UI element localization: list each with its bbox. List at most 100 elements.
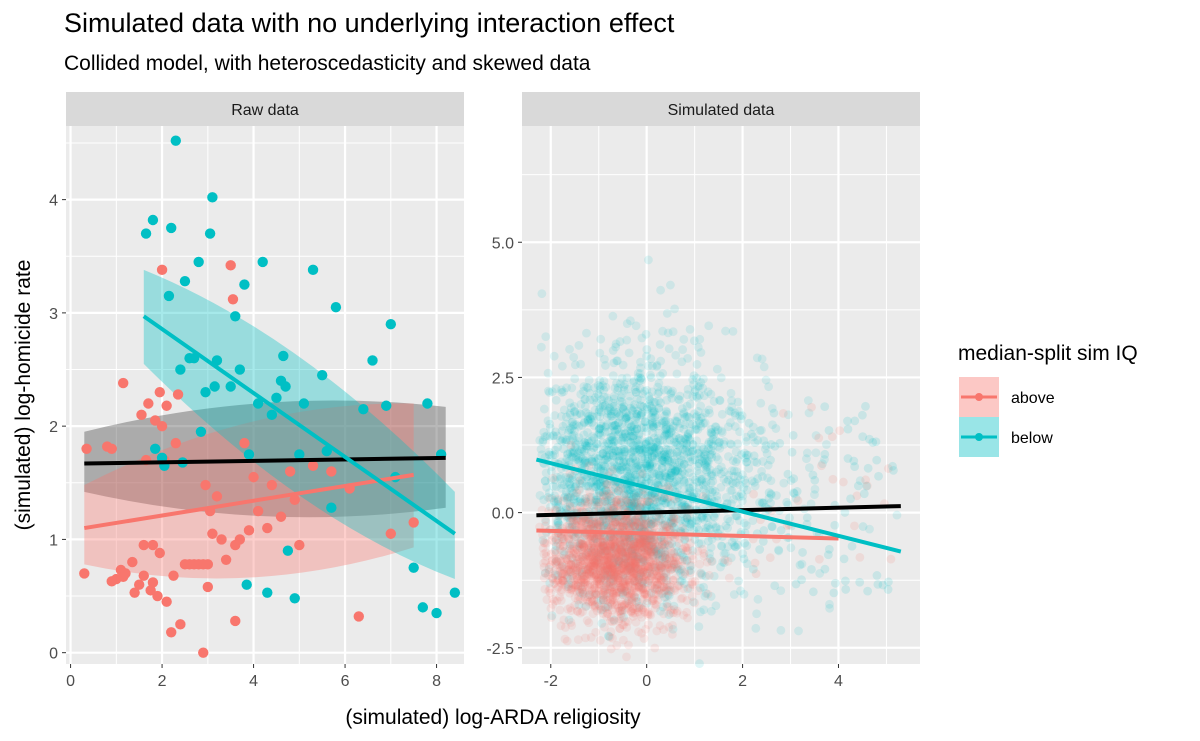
data-point-below: [660, 425, 670, 434]
data-point-below: [660, 457, 670, 467]
data-point-below: [597, 487, 607, 497]
x-tick-label: 4: [834, 673, 843, 690]
data-point-below: [711, 436, 721, 446]
data-point-above: [571, 532, 581, 541]
data-point-above: [614, 570, 623, 579]
data-point-below: [719, 549, 729, 559]
data-point-below: [649, 397, 659, 407]
data-point-below: [611, 452, 621, 462]
data-point-below: [692, 477, 702, 487]
data-point-below: [664, 344, 674, 354]
data-point-below: [689, 489, 699, 499]
data-point-above: [548, 599, 558, 609]
data-point-below: [564, 615, 574, 625]
data-point-below: [625, 465, 634, 475]
data-point-below: [710, 422, 720, 432]
data-point-above: [583, 592, 593, 602]
data-point-below: [614, 412, 624, 421]
data-point-above: [670, 583, 680, 593]
data-point-below: [677, 522, 687, 531]
data-point-below: [581, 408, 591, 417]
data-point-above: [539, 558, 549, 568]
data-point-below: [594, 405, 604, 415]
data-point-below: [818, 459, 827, 469]
data-point-below: [701, 523, 710, 533]
data-point-below: [663, 498, 673, 507]
data-point-below: [727, 402, 737, 412]
data-point-below: [630, 400, 640, 409]
data-point-below: [638, 554, 647, 564]
data-point-outlier: [817, 461, 826, 471]
data-point-outlier: [829, 588, 839, 598]
data-point-below: [653, 389, 663, 398]
data-point-below: [726, 388, 736, 398]
data-point-below: [735, 427, 744, 437]
data-point-below: [683, 384, 693, 394]
data-point-below: [589, 433, 599, 443]
data-point-above: [573, 585, 583, 594]
data-point-below: [655, 503, 665, 512]
data-point-below: [591, 534, 601, 544]
data-point-below: [591, 393, 600, 402]
data-point-below: [593, 381, 603, 390]
data-point-above: [607, 538, 617, 548]
data-point-below: [613, 446, 623, 456]
data-point-below: [624, 499, 634, 508]
data-point-below: [622, 520, 631, 530]
data-point-below: [708, 441, 718, 451]
data-point-below: [588, 476, 598, 486]
data-point-below: [599, 541, 609, 551]
data-point-above: [666, 580, 675, 589]
data-point-outlier: [767, 522, 777, 531]
data-point-below: [601, 480, 611, 489]
data-point-below: [636, 401, 645, 410]
data-point-below: [234, 364, 246, 375]
chart-subtitle: Collided model, with heteroscedasticity …: [64, 52, 591, 75]
data-point-below: [629, 445, 639, 455]
data-point-below: [544, 488, 554, 498]
data-point-below: [667, 426, 677, 435]
data-point-below: [565, 492, 575, 502]
data-point-below: [664, 512, 674, 522]
data-point-below: [703, 513, 713, 523]
data-point-outlier: [889, 465, 898, 475]
data-point-below: [566, 403, 576, 413]
data-point-below: [737, 496, 747, 506]
data-point-above: [574, 485, 584, 495]
data-point-below: [610, 420, 619, 430]
data-point-above: [620, 568, 630, 578]
data-point-below: [662, 428, 672, 438]
data-point-below: [707, 606, 716, 616]
data-point-below: [613, 560, 623, 570]
data-point-below: [431, 607, 442, 619]
data-point-below: [626, 496, 635, 506]
data-point-below: [637, 408, 647, 418]
data-point-below: [660, 520, 670, 529]
data-point-above: [597, 541, 607, 551]
data-point-above: [627, 606, 637, 616]
data-point-below: [642, 490, 652, 500]
data-point-below: [601, 485, 611, 495]
data-point-below: [684, 519, 694, 528]
data-point-outlier: [741, 457, 751, 467]
data-point-outlier: [775, 438, 785, 448]
data-point-below: [739, 589, 749, 599]
data-point-below: [200, 386, 211, 398]
data-point-below: [654, 473, 664, 483]
data-point-below: [600, 427, 610, 437]
data-point-below: [825, 599, 834, 609]
data-point-below: [649, 450, 659, 459]
data-point-below: [571, 438, 580, 448]
data-point-above: [583, 554, 593, 564]
data-point-below: [598, 541, 608, 551]
data-point-below: [595, 430, 605, 439]
x-axis-title: (simulated) log-ARDA religiosity: [345, 706, 641, 729]
data-point-below: [677, 550, 687, 560]
data-point-below: [575, 588, 585, 598]
data-point-below: [576, 399, 586, 409]
data-point-below: [596, 481, 605, 491]
data-point-below: [602, 571, 612, 580]
data-point-below: [644, 435, 653, 445]
data-point-below: [606, 409, 616, 419]
data-point-below: [596, 334, 606, 344]
